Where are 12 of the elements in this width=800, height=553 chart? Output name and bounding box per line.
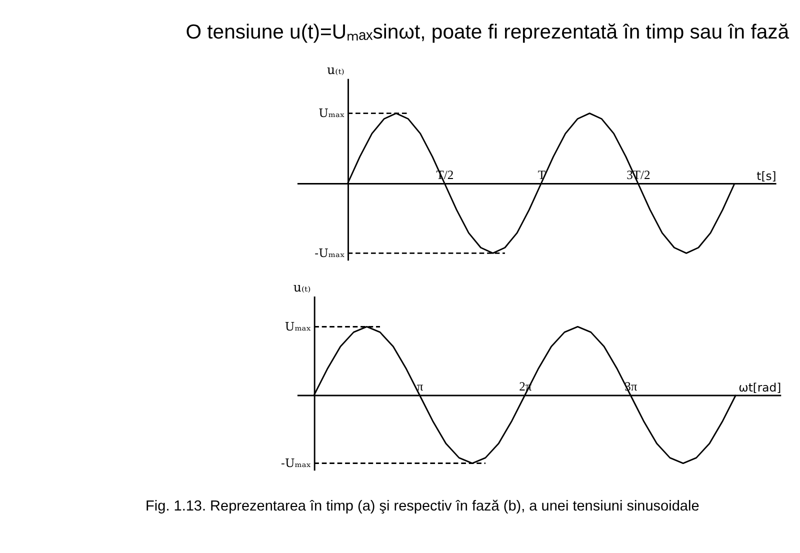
ref-line-label: -Uₘₐₓ xyxy=(314,246,345,260)
ref-line-label: -Uₘₐₓ xyxy=(281,456,312,470)
x-axis-title: t[s] xyxy=(756,168,776,183)
x-tick-label: π xyxy=(416,380,424,394)
x-tick-label: T xyxy=(538,168,546,182)
y-axis-title: u₍ₜ₎ xyxy=(293,280,311,295)
ref-line-label: Uₘₐₓ xyxy=(284,320,312,334)
ref-line-label: Uₘₐₓ xyxy=(318,106,345,120)
y-axis-title: u₍ₜ₎ xyxy=(327,62,344,77)
chart-title: O tensiune u(t)=Uₘₐₓsinωt, poate fi reprezentată în timp sau în fază xyxy=(186,22,790,44)
caption: Fig. 1.13. Reprezentarea în timp (a) şi respectiv în fază (b), a unei tensiuni sinusoidale xyxy=(146,498,700,515)
x-axis-title: ωt[rad] xyxy=(738,380,782,395)
